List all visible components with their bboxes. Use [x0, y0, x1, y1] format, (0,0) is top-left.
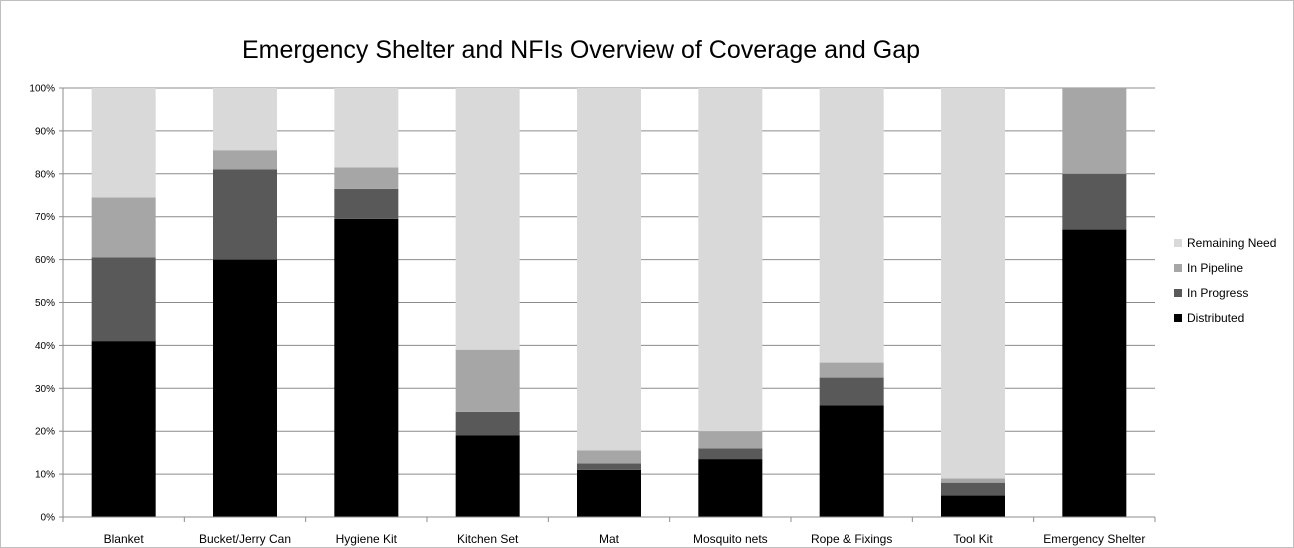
- bar-segment-in-pipeline: [213, 150, 277, 170]
- bar-segment-in-pipeline: [91, 197, 156, 258]
- bar-segment-in-pipeline: [698, 431, 763, 449]
- y-tick-label: 70%: [35, 212, 55, 223]
- bar-segment-distributed: [213, 259, 277, 517]
- x-category-label: Hygiene Kit: [336, 532, 398, 546]
- bar-segment-in-progress: [455, 411, 520, 436]
- y-tick-label: 100%: [29, 84, 55, 95]
- bar-segment-distributed: [1062, 229, 1127, 517]
- y-tick-label: 30%: [35, 384, 55, 395]
- bar-segment-remaining-need: [577, 88, 641, 451]
- y-tick-label: 40%: [35, 341, 55, 352]
- chart-title: Emergency Shelter and NFIs Overview of C…: [242, 36, 920, 64]
- legend-label: Distributed: [1187, 311, 1244, 325]
- bar-segment-distributed: [819, 405, 884, 517]
- bar-segment-in-progress: [577, 463, 641, 470]
- bar-segment-in-progress: [698, 448, 763, 460]
- x-category-label: Rope & Fixings: [811, 532, 892, 546]
- y-tick-label: 60%: [35, 255, 55, 266]
- bars: [91, 88, 1127, 517]
- legend-swatch: [1174, 314, 1182, 322]
- x-category-label: Mosquito nets: [693, 532, 768, 546]
- x-category-label: Tool Kit: [953, 532, 993, 546]
- y-tick-label: 0%: [41, 513, 56, 524]
- bar-segment-remaining-need: [819, 88, 884, 363]
- bar-segment-in-pipeline: [334, 167, 399, 189]
- bar-segment-in-progress: [91, 257, 156, 342]
- legend-swatch: [1174, 239, 1182, 247]
- bar-segment-distributed: [334, 218, 399, 517]
- bar-segment-distributed: [577, 469, 641, 517]
- x-category-label: Blanket: [104, 532, 145, 546]
- bar-segment-in-progress: [213, 169, 277, 260]
- bar-segment-remaining-need: [698, 88, 763, 432]
- x-category-label: Kitchen Set: [457, 532, 519, 546]
- bar-segment-distributed: [698, 459, 763, 517]
- bar-segment-in-pipeline: [941, 478, 1005, 483]
- bar-segment-in-progress: [334, 188, 399, 219]
- legend: Remaining Need In Pipeline In Progress Dist…: [1174, 236, 1276, 325]
- bar-segment-in-progress: [819, 377, 884, 406]
- legend-label: Remaining Need: [1187, 236, 1276, 250]
- bar-segment-remaining-need: [455, 88, 520, 350]
- bar-segment-in-progress: [1062, 173, 1127, 230]
- bar-segment-remaining-need: [91, 88, 156, 198]
- axes: 0% 10% 20% 30% 40% 50% 60% 70% 80% 90% 100% Blanket…: [29, 84, 1156, 546]
- bar-segment-in-pipeline: [455, 349, 520, 412]
- y-tick-label: 20%: [35, 427, 55, 438]
- y-tick-label: 50%: [35, 298, 55, 309]
- x-category-label: Bucket/Jerry Can: [199, 532, 291, 546]
- y-tick-label: 90%: [35, 126, 55, 137]
- legend-swatch: [1174, 289, 1182, 297]
- y-tick-label: 10%: [35, 470, 55, 481]
- x-category-label: Emergency Shelter: [1043, 532, 1145, 546]
- bar-segment-in-pipeline: [1062, 88, 1127, 174]
- bar-segment-remaining-need: [334, 88, 399, 168]
- legend-label: In Pipeline: [1187, 261, 1243, 275]
- bar-segment-distributed: [91, 341, 156, 517]
- bar-segment-remaining-need: [213, 88, 277, 151]
- bar-segment-remaining-need: [941, 88, 1005, 479]
- legend-label: In Progress: [1187, 286, 1248, 300]
- bar-segment-distributed: [455, 435, 520, 517]
- bar-segment-in-pipeline: [577, 450, 641, 464]
- x-category-label: Mat: [599, 532, 620, 546]
- legend-swatch: [1174, 264, 1182, 272]
- bar-segment-distributed: [941, 495, 1005, 517]
- bar-segment-in-progress: [941, 482, 1005, 496]
- bar-segment-in-pipeline: [819, 362, 884, 378]
- y-tick-label: 80%: [35, 169, 55, 180]
